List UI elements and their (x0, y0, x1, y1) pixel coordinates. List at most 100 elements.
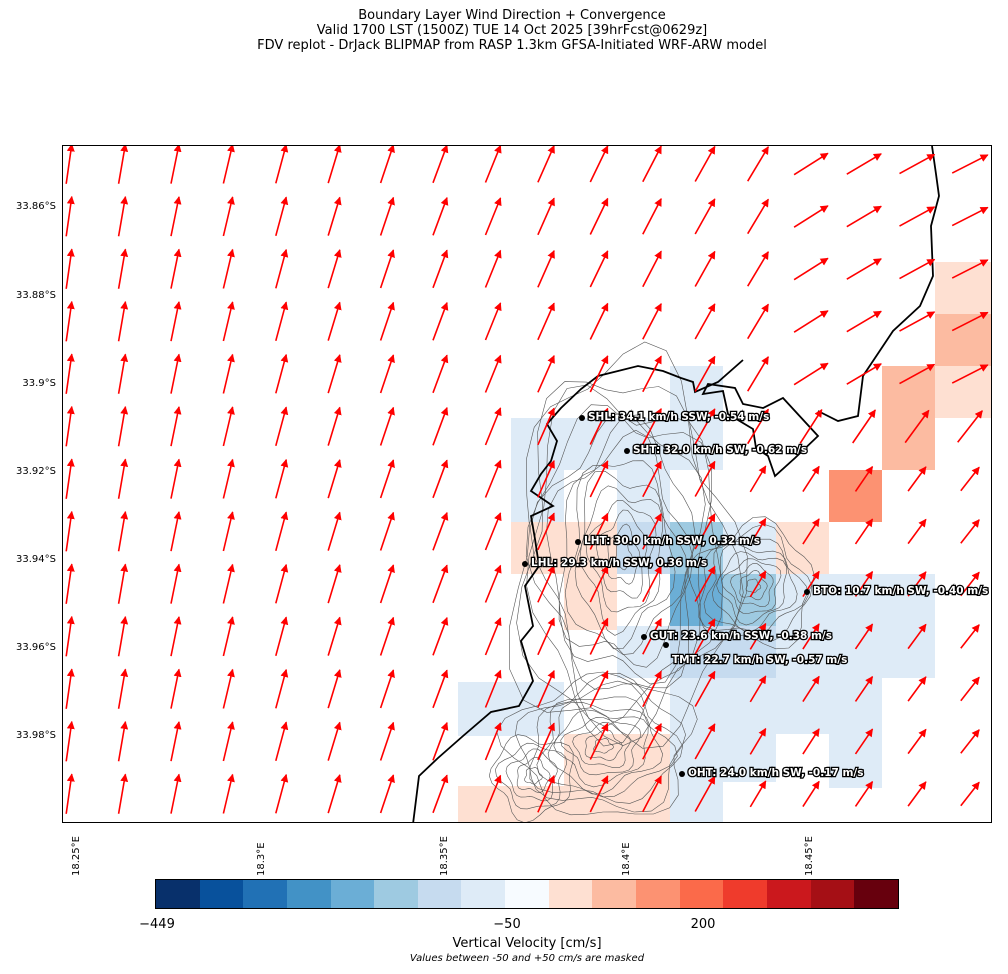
wind-arrow (642, 197, 662, 235)
wind-arrow (432, 721, 449, 761)
wind-arrow (642, 565, 662, 603)
wind-arrow (117, 196, 129, 237)
wind-arrow (327, 616, 342, 656)
wind-arrow (65, 300, 75, 342)
wind-arrow (960, 571, 980, 597)
wind-arrow (65, 146, 75, 184)
wind-arrow (749, 622, 767, 650)
wind-arrow (537, 354, 555, 393)
wind-arrow (642, 250, 662, 288)
wind-arrow (275, 563, 289, 604)
wind-arrow (694, 460, 716, 497)
wind-arrow (484, 146, 502, 183)
wind-arrow (484, 617, 502, 656)
colorbar-segment (854, 880, 898, 908)
wind-arrow (899, 206, 936, 227)
velocity-cell (935, 366, 991, 418)
wind-arrow (802, 623, 820, 650)
wind-arrow (802, 465, 820, 493)
terrain-contour-line (574, 470, 676, 650)
wind-arrow (432, 301, 449, 341)
wind-arrow (747, 198, 769, 235)
map-plot-area[interactable]: SHL: 34.1 km/h SSW, -0.54 m/s SHT: 32.0 k… (62, 145, 992, 823)
wind-arrow (642, 407, 662, 445)
station-dot-tmt (663, 642, 669, 648)
wind-arrow (854, 518, 874, 545)
wind-arrow (747, 303, 769, 340)
wind-arrow (170, 196, 182, 237)
wind-arrow (327, 721, 342, 761)
wind-arrow (899, 311, 936, 332)
colorbar-segment (679, 880, 724, 908)
wind-arrow (222, 146, 235, 184)
wind-arrow (694, 618, 716, 655)
wind-arrow (327, 459, 342, 499)
wind-arrow (537, 722, 555, 761)
title-line-2: Valid 1700 LST (1500Z) TUE 14 Oct 2025 [… (316, 23, 708, 38)
wind-arrow (170, 406, 182, 447)
wind-arrow (327, 511, 342, 551)
wind-arrow (275, 406, 289, 447)
wind-arrow (170, 301, 182, 342)
wind-arrow (222, 616, 235, 657)
wind-arrow (899, 153, 936, 175)
wind-arrow (589, 460, 609, 498)
velocity-cell (935, 262, 991, 314)
terrain-contour-line (525, 404, 712, 728)
wind-arrow (170, 458, 182, 499)
wind-arrow (951, 311, 989, 332)
terrain-contour-line (547, 701, 664, 795)
wind-arrow (694, 303, 716, 340)
wind-arrow (170, 668, 182, 709)
wind-arrow (694, 775, 716, 812)
terrain-contour-line (579, 485, 663, 636)
terrain-contour-line (596, 509, 648, 599)
wind-arrow (170, 721, 182, 762)
wind-arrow (222, 773, 235, 814)
wind-arrow (379, 511, 395, 551)
wind-arrow (222, 196, 235, 237)
wind-arrow (222, 668, 235, 709)
wind-arrow (65, 248, 75, 289)
wind-arrow (275, 668, 289, 709)
wind-arrow (117, 301, 129, 342)
wind-arrow (694, 250, 716, 287)
wind-arrow (170, 248, 182, 289)
wind-arrow (170, 563, 182, 604)
wind-arrow (379, 249, 395, 289)
terrain-contour-line (687, 516, 815, 650)
lat-label: 33.88°S (16, 290, 56, 301)
wind-arrow (642, 355, 662, 393)
wind-arrow (170, 616, 182, 657)
wind-arrow (957, 410, 983, 443)
velocity-cell (564, 734, 670, 822)
wind-arrow (799, 409, 823, 444)
colorbar-note: Values between -50 and +50 cm/s are mask… (409, 953, 645, 964)
wind-arrow (537, 617, 555, 656)
colorbar-segment (374, 880, 418, 908)
terrain-contour-line (564, 460, 689, 655)
wind-arrow (484, 249, 502, 288)
terrain-contour-line (716, 551, 787, 626)
wind-arrow (65, 405, 75, 447)
wind-arrow (694, 408, 716, 445)
colorbar-segment (330, 880, 375, 908)
wind-arrow (589, 197, 609, 235)
wind-arrow (537, 774, 555, 813)
wind-arrow (379, 146, 395, 184)
wind-arrow (749, 517, 767, 545)
lat-label: 33.92°S (16, 466, 56, 477)
velocity-cell (776, 574, 829, 626)
wind-arrow (170, 353, 182, 394)
wind-arrow (65, 773, 75, 814)
wind-arrow (222, 406, 235, 447)
wind-arrow (694, 198, 716, 235)
wind-arrow (793, 152, 829, 176)
wind-arrow (846, 153, 882, 175)
coastline-path (817, 146, 940, 422)
velocity-cell (723, 574, 776, 626)
wind-arrow (117, 563, 129, 604)
wind-arrow (747, 356, 769, 392)
wind-arrow (749, 780, 767, 808)
wind-arrow (484, 564, 502, 603)
